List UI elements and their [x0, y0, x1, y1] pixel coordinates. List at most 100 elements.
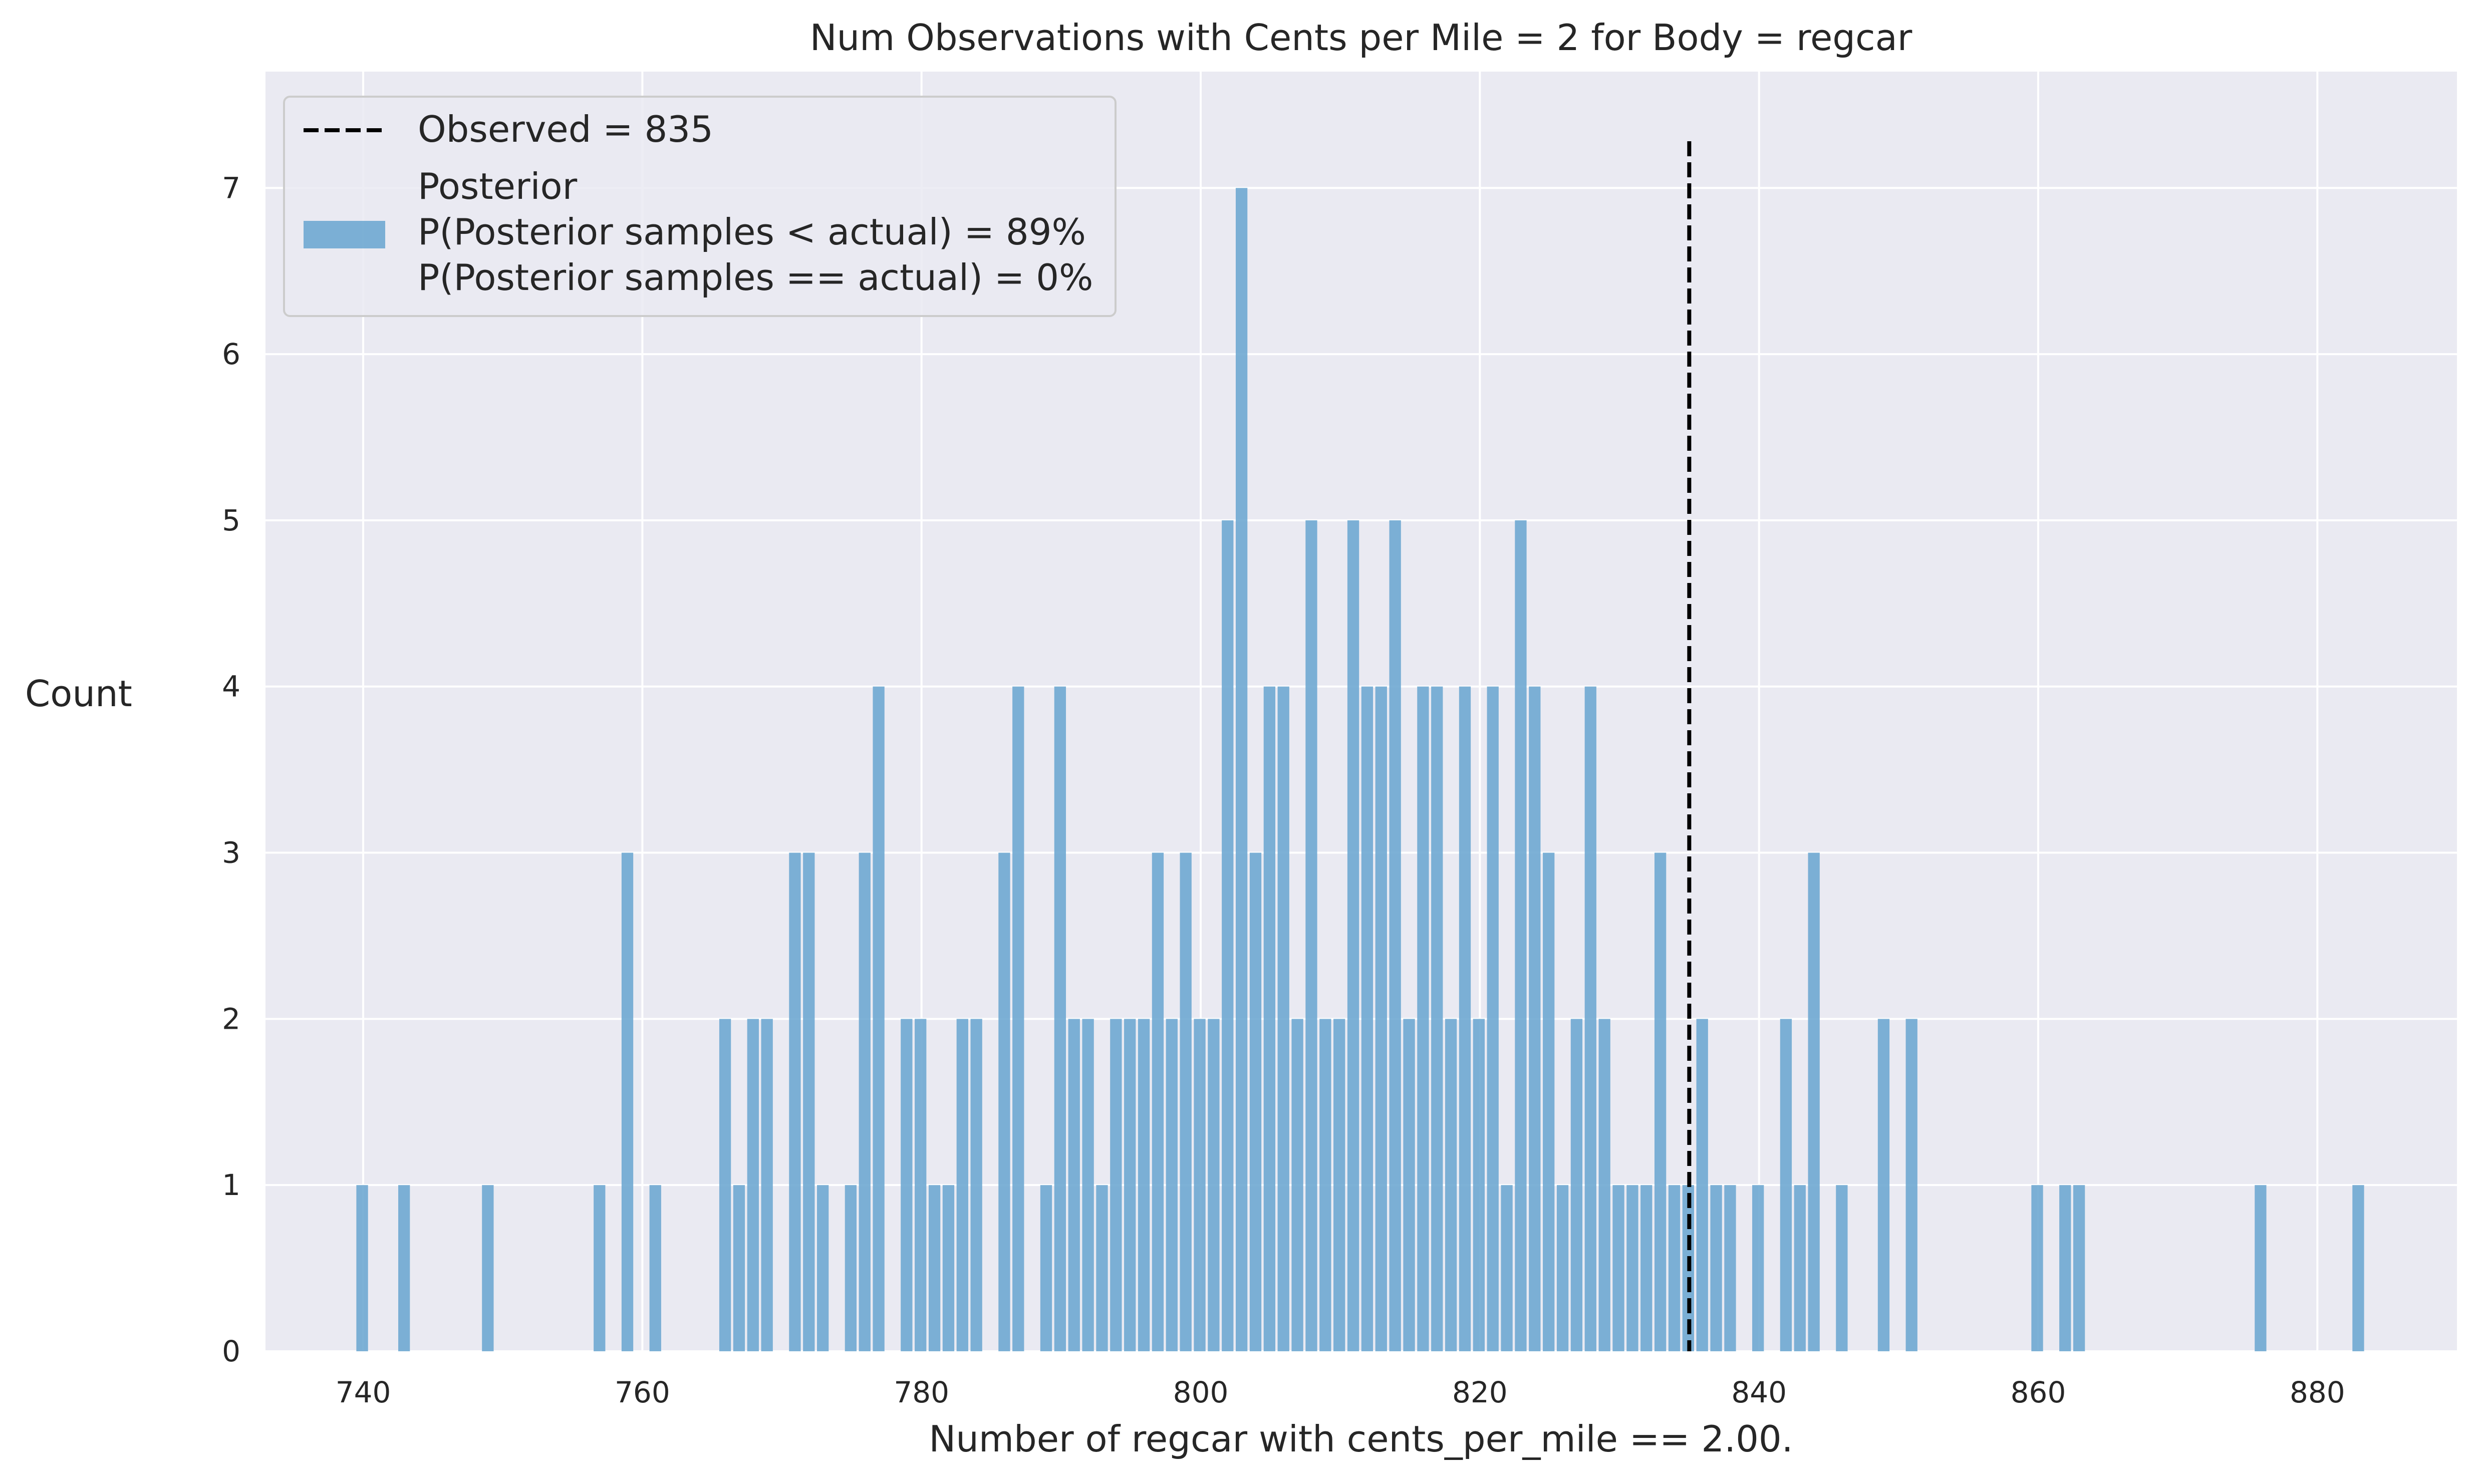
histogram-bar: [1905, 1019, 1917, 1351]
histogram-bar: [1208, 1019, 1220, 1351]
y-tick-label: 0: [222, 1334, 240, 1368]
histogram-bar: [1291, 1019, 1303, 1351]
histogram-bar: [901, 1019, 913, 1351]
y-tick-label: 3: [222, 836, 240, 870]
histogram-bar: [803, 852, 815, 1351]
histogram-bar: [1417, 686, 1429, 1351]
histogram-bar: [1361, 686, 1373, 1351]
histogram-bar: [594, 1185, 606, 1351]
histogram-bar: [1668, 1185, 1681, 1351]
histogram-bar: [1612, 1185, 1624, 1351]
chart-title: Num Observations with Cents per Mile = 2…: [810, 17, 1912, 59]
histogram-bar: [719, 1019, 731, 1351]
histogram-bar: [873, 686, 885, 1351]
histogram-bar: [1501, 1185, 1513, 1351]
histogram-bar: [1040, 1185, 1052, 1351]
histogram-bar: [1166, 1019, 1178, 1351]
legend-observed-label: Observed = 835: [418, 108, 713, 150]
histogram-bar: [1515, 520, 1527, 1351]
histogram-bar: [1710, 1185, 1722, 1351]
histogram-bar: [1082, 1019, 1094, 1351]
histogram-bars: [356, 188, 2364, 1352]
histogram-bar: [1389, 520, 1401, 1351]
histogram-bar: [1598, 1019, 1610, 1351]
x-tick-label: 860: [2011, 1375, 2066, 1409]
histogram-bar: [1836, 1185, 1848, 1351]
legend-posterior-prob-equal: P(Posterior samples == actual) = 0%: [418, 256, 1093, 299]
histogram-bar: [2031, 1185, 2043, 1351]
histogram-bar: [1333, 1019, 1345, 1351]
histogram-bar: [1543, 852, 1555, 1351]
histogram-bar: [1487, 686, 1499, 1351]
histogram-bar: [1375, 686, 1387, 1351]
legend-posterior-prob-less: P(Posterior samples < actual) = 89%: [418, 211, 1086, 253]
y-tick-label: 4: [222, 670, 240, 704]
y-tick-label: 5: [222, 503, 240, 537]
grid-lines: [265, 72, 2457, 1352]
histogram-bar: [1724, 1185, 1736, 1351]
histogram-bar: [733, 1185, 745, 1351]
x-tick-label: 840: [1731, 1375, 1787, 1409]
histogram-bar: [1640, 1185, 1652, 1351]
histogram-bar: [1445, 1019, 1457, 1351]
histogram-bar: [970, 1019, 982, 1351]
histogram-bar: [1222, 520, 1234, 1351]
histogram-bar: [1584, 686, 1596, 1351]
histogram-bar: [928, 1185, 941, 1351]
y-tick-label: 2: [222, 1002, 240, 1036]
histogram-bar: [1529, 686, 1541, 1351]
histogram-bar: [1696, 1019, 1708, 1351]
histogram-bar: [1556, 1185, 1569, 1351]
histogram-bar: [1347, 520, 1359, 1351]
histogram-bar: [482, 1185, 494, 1351]
legend-posterior-swatch-icon: [304, 221, 385, 248]
histogram-bar: [398, 1185, 410, 1351]
legend-box: [283, 96, 1117, 317]
y-tick-label: 7: [222, 171, 240, 205]
histogram-bar: [1124, 1019, 1136, 1351]
x-tick-label: 800: [1173, 1375, 1229, 1409]
histogram-bar: [915, 1019, 927, 1351]
histogram-bar: [1152, 852, 1164, 1351]
histogram-bar: [1068, 1019, 1080, 1351]
histogram-bar: [1263, 686, 1276, 1351]
histogram-bar: [1473, 1019, 1485, 1351]
histogram-bar: [1319, 1019, 1331, 1351]
legend: Observed = 835 Posterior P(Posterior sam…: [283, 96, 1117, 317]
histogram-bar: [2352, 1185, 2364, 1351]
histogram-bar: [1654, 852, 1667, 1351]
y-axis-label: Count: [25, 673, 132, 715]
y-tick-label: 1: [222, 1168, 240, 1202]
histogram-bar: [1235, 188, 1248, 1352]
histogram-bar: [1012, 686, 1024, 1351]
histogram-bar: [1752, 1185, 1764, 1351]
histogram-bar: [956, 1019, 968, 1351]
histogram-bar: [621, 852, 634, 1351]
histogram-bar: [1194, 1019, 1206, 1351]
histogram-bar: [1626, 1185, 1638, 1351]
histogram-bar: [649, 1185, 661, 1351]
histogram-bar: [1780, 1019, 1792, 1351]
x-axis-label: Number of regcar with cents_per_mile == …: [929, 1418, 1793, 1460]
tick-labels: 740 760 780 800 820 840 860 880 0 1 2 3 4 5 6 7: [222, 171, 2345, 1409]
x-tick-label: 780: [894, 1375, 949, 1409]
histogram-bar: [1054, 686, 1066, 1351]
histogram-bar: [1808, 852, 1820, 1351]
histogram-bar: [998, 852, 1010, 1351]
x-tick-label: 880: [2290, 1375, 2345, 1409]
x-tick-label: 820: [1452, 1375, 1508, 1409]
legend-posterior-label: Posterior: [418, 165, 578, 207]
y-tick-label: 6: [222, 337, 240, 371]
histogram-bar: [1138, 1019, 1150, 1351]
histogram-bar: [1180, 852, 1192, 1351]
histogram-bar: [2255, 1185, 2267, 1351]
x-tick-label: 740: [336, 1375, 391, 1409]
histogram-bar: [1431, 686, 1443, 1351]
x-tick-label: 760: [615, 1375, 670, 1409]
histogram-bar: [1305, 520, 1317, 1351]
histogram-bar: [2073, 1185, 2085, 1351]
histogram-bar: [1110, 1019, 1122, 1351]
histogram-bar: [942, 1185, 955, 1351]
histogram-bar: [761, 1019, 773, 1351]
